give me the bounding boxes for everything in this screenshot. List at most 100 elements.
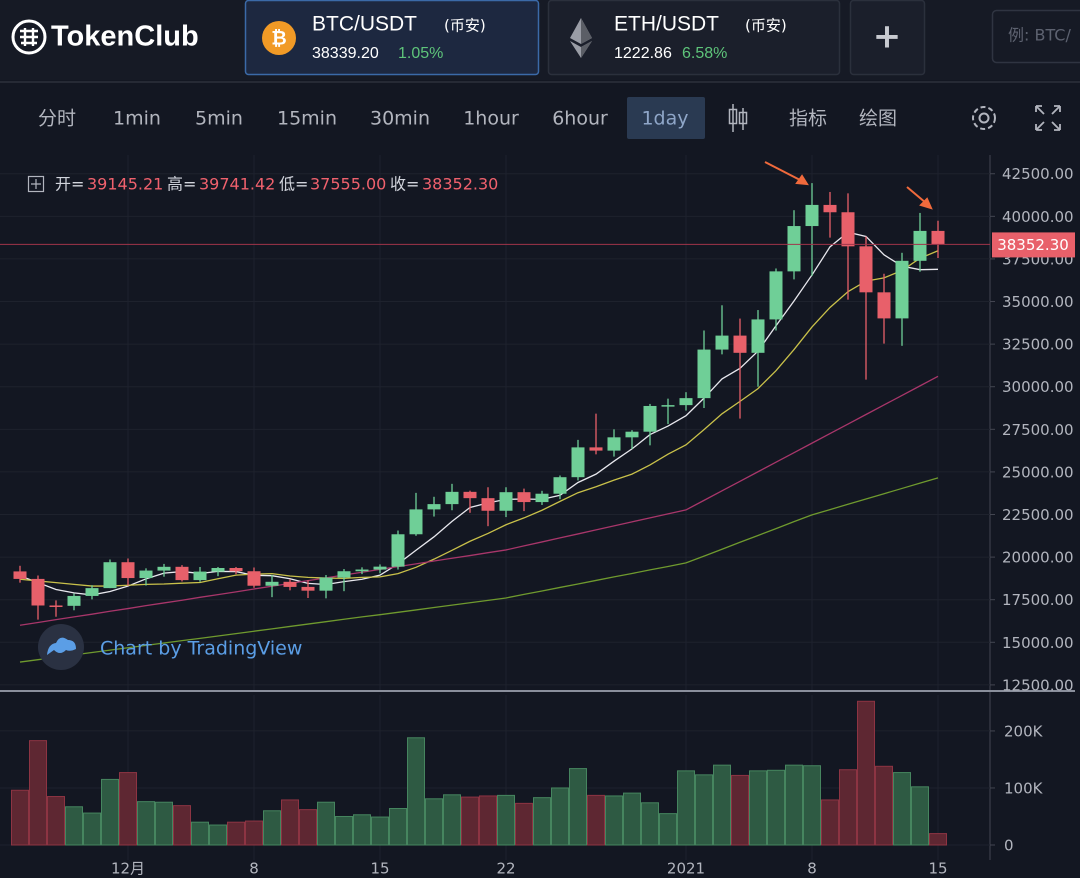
interval-button[interactable]: 1min [113, 108, 161, 130]
candle-body [877, 292, 891, 319]
candle-body [517, 492, 531, 503]
x-tick-label: 8 [249, 860, 259, 878]
volume-bar [587, 794, 605, 846]
candle-body [463, 491, 477, 499]
search-box[interactable]: 例: BTC/ [991, 9, 1080, 64]
volume-bar [515, 802, 533, 846]
interval-button[interactable]: 15min [277, 108, 337, 130]
tab-pair: BTC/USDT [312, 13, 417, 36]
candle-body [661, 405, 675, 407]
candle-body [121, 562, 135, 579]
volume-bar [569, 768, 587, 846]
volume-bar [245, 820, 263, 846]
volume-bar [281, 799, 299, 846]
volume-bar [83, 812, 101, 846]
search-placeholder: 例: BTC/ [1008, 26, 1071, 45]
y-tick-label: 42500.00 [1002, 165, 1074, 183]
volume-bar [821, 799, 839, 846]
gear-inner [978, 112, 990, 124]
tab-change: 6.58% [682, 45, 727, 62]
candle-body [679, 398, 693, 406]
logo-glyph [20, 28, 38, 46]
btc-icon [262, 21, 296, 55]
x-tick-label: 15 [928, 860, 947, 878]
settings-button[interactable] [972, 106, 996, 130]
moving-average-line [19, 375, 939, 626]
legend-value: 38352.30 [422, 175, 498, 194]
candle-icon [738, 111, 748, 125]
arrow-head [795, 174, 809, 186]
interval-label: 1hour [463, 108, 519, 130]
volume-bar [371, 816, 389, 846]
volume-bar [929, 833, 947, 846]
candle-body [49, 605, 63, 607]
candle-body [751, 319, 765, 353]
tab-eth[interactable]: ETH/USDT (币安) 1222.86 6.58% [547, 0, 841, 76]
interval-button[interactable]: 5min [195, 108, 243, 130]
volume-bar [173, 805, 191, 846]
interval-button[interactable]: 1hour [463, 108, 519, 130]
volume-bar [533, 797, 551, 846]
add-tab-button[interactable]: + [849, 0, 926, 76]
volume-bar [479, 795, 497, 846]
volume-bar [407, 737, 425, 846]
legend-value: 39145.21 [87, 175, 163, 194]
legend-value: 37555.00 [310, 175, 386, 194]
gear-outer [972, 106, 996, 130]
volume-bar [353, 814, 371, 846]
y-tick-label: 30000.00 [1002, 378, 1074, 396]
volume-bar [461, 796, 479, 846]
volume-bar [29, 740, 47, 846]
volume-tick-label: 100K [1004, 779, 1044, 797]
candle-body [733, 335, 747, 353]
volume-bar [605, 795, 623, 846]
volume-bar [911, 786, 929, 846]
fullscreen-button[interactable] [1035, 105, 1061, 131]
candle-body [841, 212, 855, 247]
interval-button[interactable]: 分时 [38, 108, 76, 130]
candle-body [175, 566, 189, 581]
logo-text: TokenClub [51, 21, 199, 53]
tab-exchange: (币安) [745, 17, 787, 35]
logo[interactable]: TokenClub [11, 19, 199, 55]
candle-body [805, 204, 819, 227]
volume-bar [65, 806, 83, 846]
candle-body [247, 571, 261, 586]
volume-bar [839, 769, 857, 846]
y-tick-label: 27500.00 [1002, 421, 1074, 439]
candle-body [301, 586, 315, 591]
toolbar: 分时 1min 5min 15min 30min 1hour 6hour 1day 指标 绘图 [38, 97, 897, 139]
y-tick-label: 22500.00 [1002, 506, 1074, 524]
legend-toggle-plus [31, 179, 41, 189]
tool-button[interactable]: 绘图 [859, 108, 897, 130]
volume-bar [731, 774, 749, 846]
tab-btc[interactable]: ₿ BTC/USDT (币安) 38339.20 1.05% [244, 0, 540, 76]
plot: 38352.30 [0, 183, 1075, 846]
legend-key: 开= [55, 175, 84, 194]
volume-bar [317, 801, 335, 846]
interval-button[interactable]: 30min [370, 108, 430, 130]
volume-bar [389, 807, 407, 846]
moving-average-line [19, 477, 939, 663]
moving-average-line [19, 231, 939, 596]
candle-body [553, 477, 567, 494]
interval-button[interactable]: 1day [627, 97, 705, 139]
x-tick-label: 8 [807, 860, 817, 878]
legend-toggle[interactable] [27, 175, 45, 193]
interval-button[interactable]: 6hour [552, 108, 608, 130]
candle-body [715, 335, 729, 350]
tab-price: 38339.20 [312, 45, 379, 62]
volume-bar [263, 810, 281, 846]
y-tick-label: 40000.00 [1002, 208, 1074, 226]
interval-label: 1min [113, 108, 161, 130]
tool-button[interactable]: 指标 [789, 108, 827, 130]
volume-bar [875, 765, 893, 846]
candle-style-button[interactable] [728, 104, 748, 132]
candle-body [643, 405, 657, 432]
add-icon: + [873, 17, 902, 57]
volume-bar [497, 794, 515, 846]
legend-key: 收= [390, 175, 419, 194]
volume-bar [551, 787, 569, 846]
last-price-tag: 38352.30 [992, 232, 1075, 258]
